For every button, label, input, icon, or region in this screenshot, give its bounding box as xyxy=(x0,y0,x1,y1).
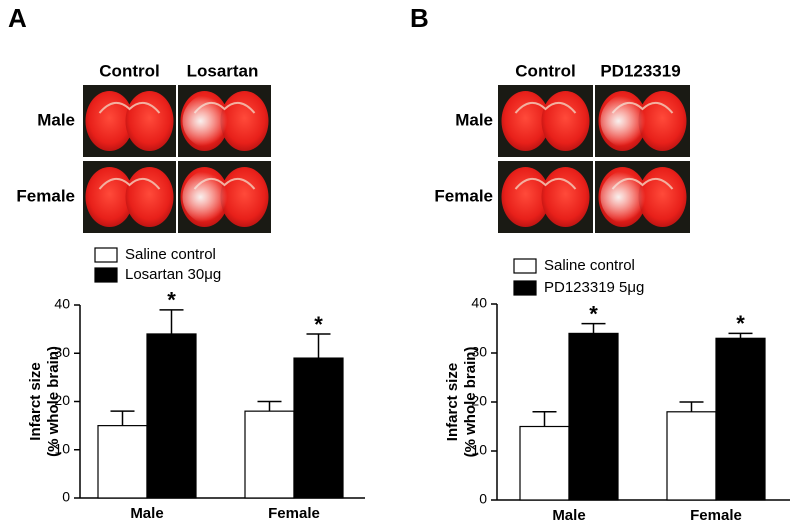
infarct-area xyxy=(600,93,661,149)
x-tick-label: Female xyxy=(268,505,320,522)
bar xyxy=(146,333,197,499)
x-tick-label: Male xyxy=(552,507,585,524)
legend-swatch xyxy=(94,247,118,263)
brain-slice xyxy=(501,167,550,227)
row-label: Male xyxy=(455,110,493,129)
row-label: Male xyxy=(37,110,75,129)
infarct-area xyxy=(182,169,243,225)
bar xyxy=(715,337,766,501)
brain-detail xyxy=(514,178,577,190)
brain-slice xyxy=(85,91,134,151)
y-tick-label: 30 xyxy=(471,344,487,360)
y-tick-label: 40 xyxy=(54,296,70,312)
legend-label: PD123319 5μg xyxy=(544,279,644,296)
x-tick-label: Female xyxy=(690,507,742,524)
bar xyxy=(519,425,570,501)
y-axis-label-line: Infarct size xyxy=(27,362,44,440)
column-label: PD123319 xyxy=(600,61,680,80)
bar xyxy=(666,411,717,501)
y-axis-label: Infarct size(% whole brain) xyxy=(444,347,479,458)
significance-mark: * xyxy=(589,301,598,326)
y-tick-label: 0 xyxy=(479,491,487,507)
y-tick-label: 20 xyxy=(471,393,487,409)
legend-swatch xyxy=(94,267,118,283)
column-label: Losartan xyxy=(187,61,259,80)
y-axis-label-line: Infarct size xyxy=(444,363,461,441)
significance-mark: * xyxy=(167,288,176,313)
legend-label: Losartan 30μg xyxy=(125,266,221,283)
panel-letter: A xyxy=(8,3,27,33)
panel-letter: B xyxy=(410,3,429,33)
brain-detail xyxy=(98,178,161,190)
brain-slice xyxy=(501,91,550,151)
legend-swatch xyxy=(513,280,537,296)
y-tick-label: 10 xyxy=(54,440,70,456)
significance-mark: * xyxy=(736,311,745,336)
row-label: Female xyxy=(434,186,493,205)
y-axis-label-line: (% whole brain) xyxy=(45,346,62,457)
brain-detail xyxy=(514,102,577,114)
column-label: Control xyxy=(99,61,159,80)
infarct-area xyxy=(182,93,243,149)
bar xyxy=(568,332,619,501)
legend-label: Saline control xyxy=(544,257,635,274)
legend-swatch xyxy=(513,258,537,274)
brain-slice xyxy=(125,91,174,151)
significance-mark: * xyxy=(314,312,323,337)
row-label: Female xyxy=(16,186,75,205)
x-tick-label: Male xyxy=(130,505,163,522)
y-axis-label-line: (% whole brain) xyxy=(462,347,479,458)
column-label: Control xyxy=(515,61,575,80)
y-tick-label: 30 xyxy=(54,344,70,360)
y-tick-label: 0 xyxy=(62,489,70,505)
brain-slice xyxy=(541,91,590,151)
y-tick-label: 40 xyxy=(471,295,487,311)
bar xyxy=(293,357,344,499)
brain-slice xyxy=(85,167,134,227)
infarct-area xyxy=(600,169,661,225)
bar xyxy=(97,425,148,499)
brain-detail xyxy=(98,102,161,114)
y-axis-label: Infarct size(% whole brain) xyxy=(27,346,62,457)
y-tick-label: 20 xyxy=(54,392,70,408)
y-tick-label: 10 xyxy=(471,442,487,458)
legend-label: Saline control xyxy=(125,246,216,263)
brain-slice xyxy=(541,167,590,227)
bar xyxy=(244,410,295,499)
brain-slice xyxy=(125,167,174,227)
